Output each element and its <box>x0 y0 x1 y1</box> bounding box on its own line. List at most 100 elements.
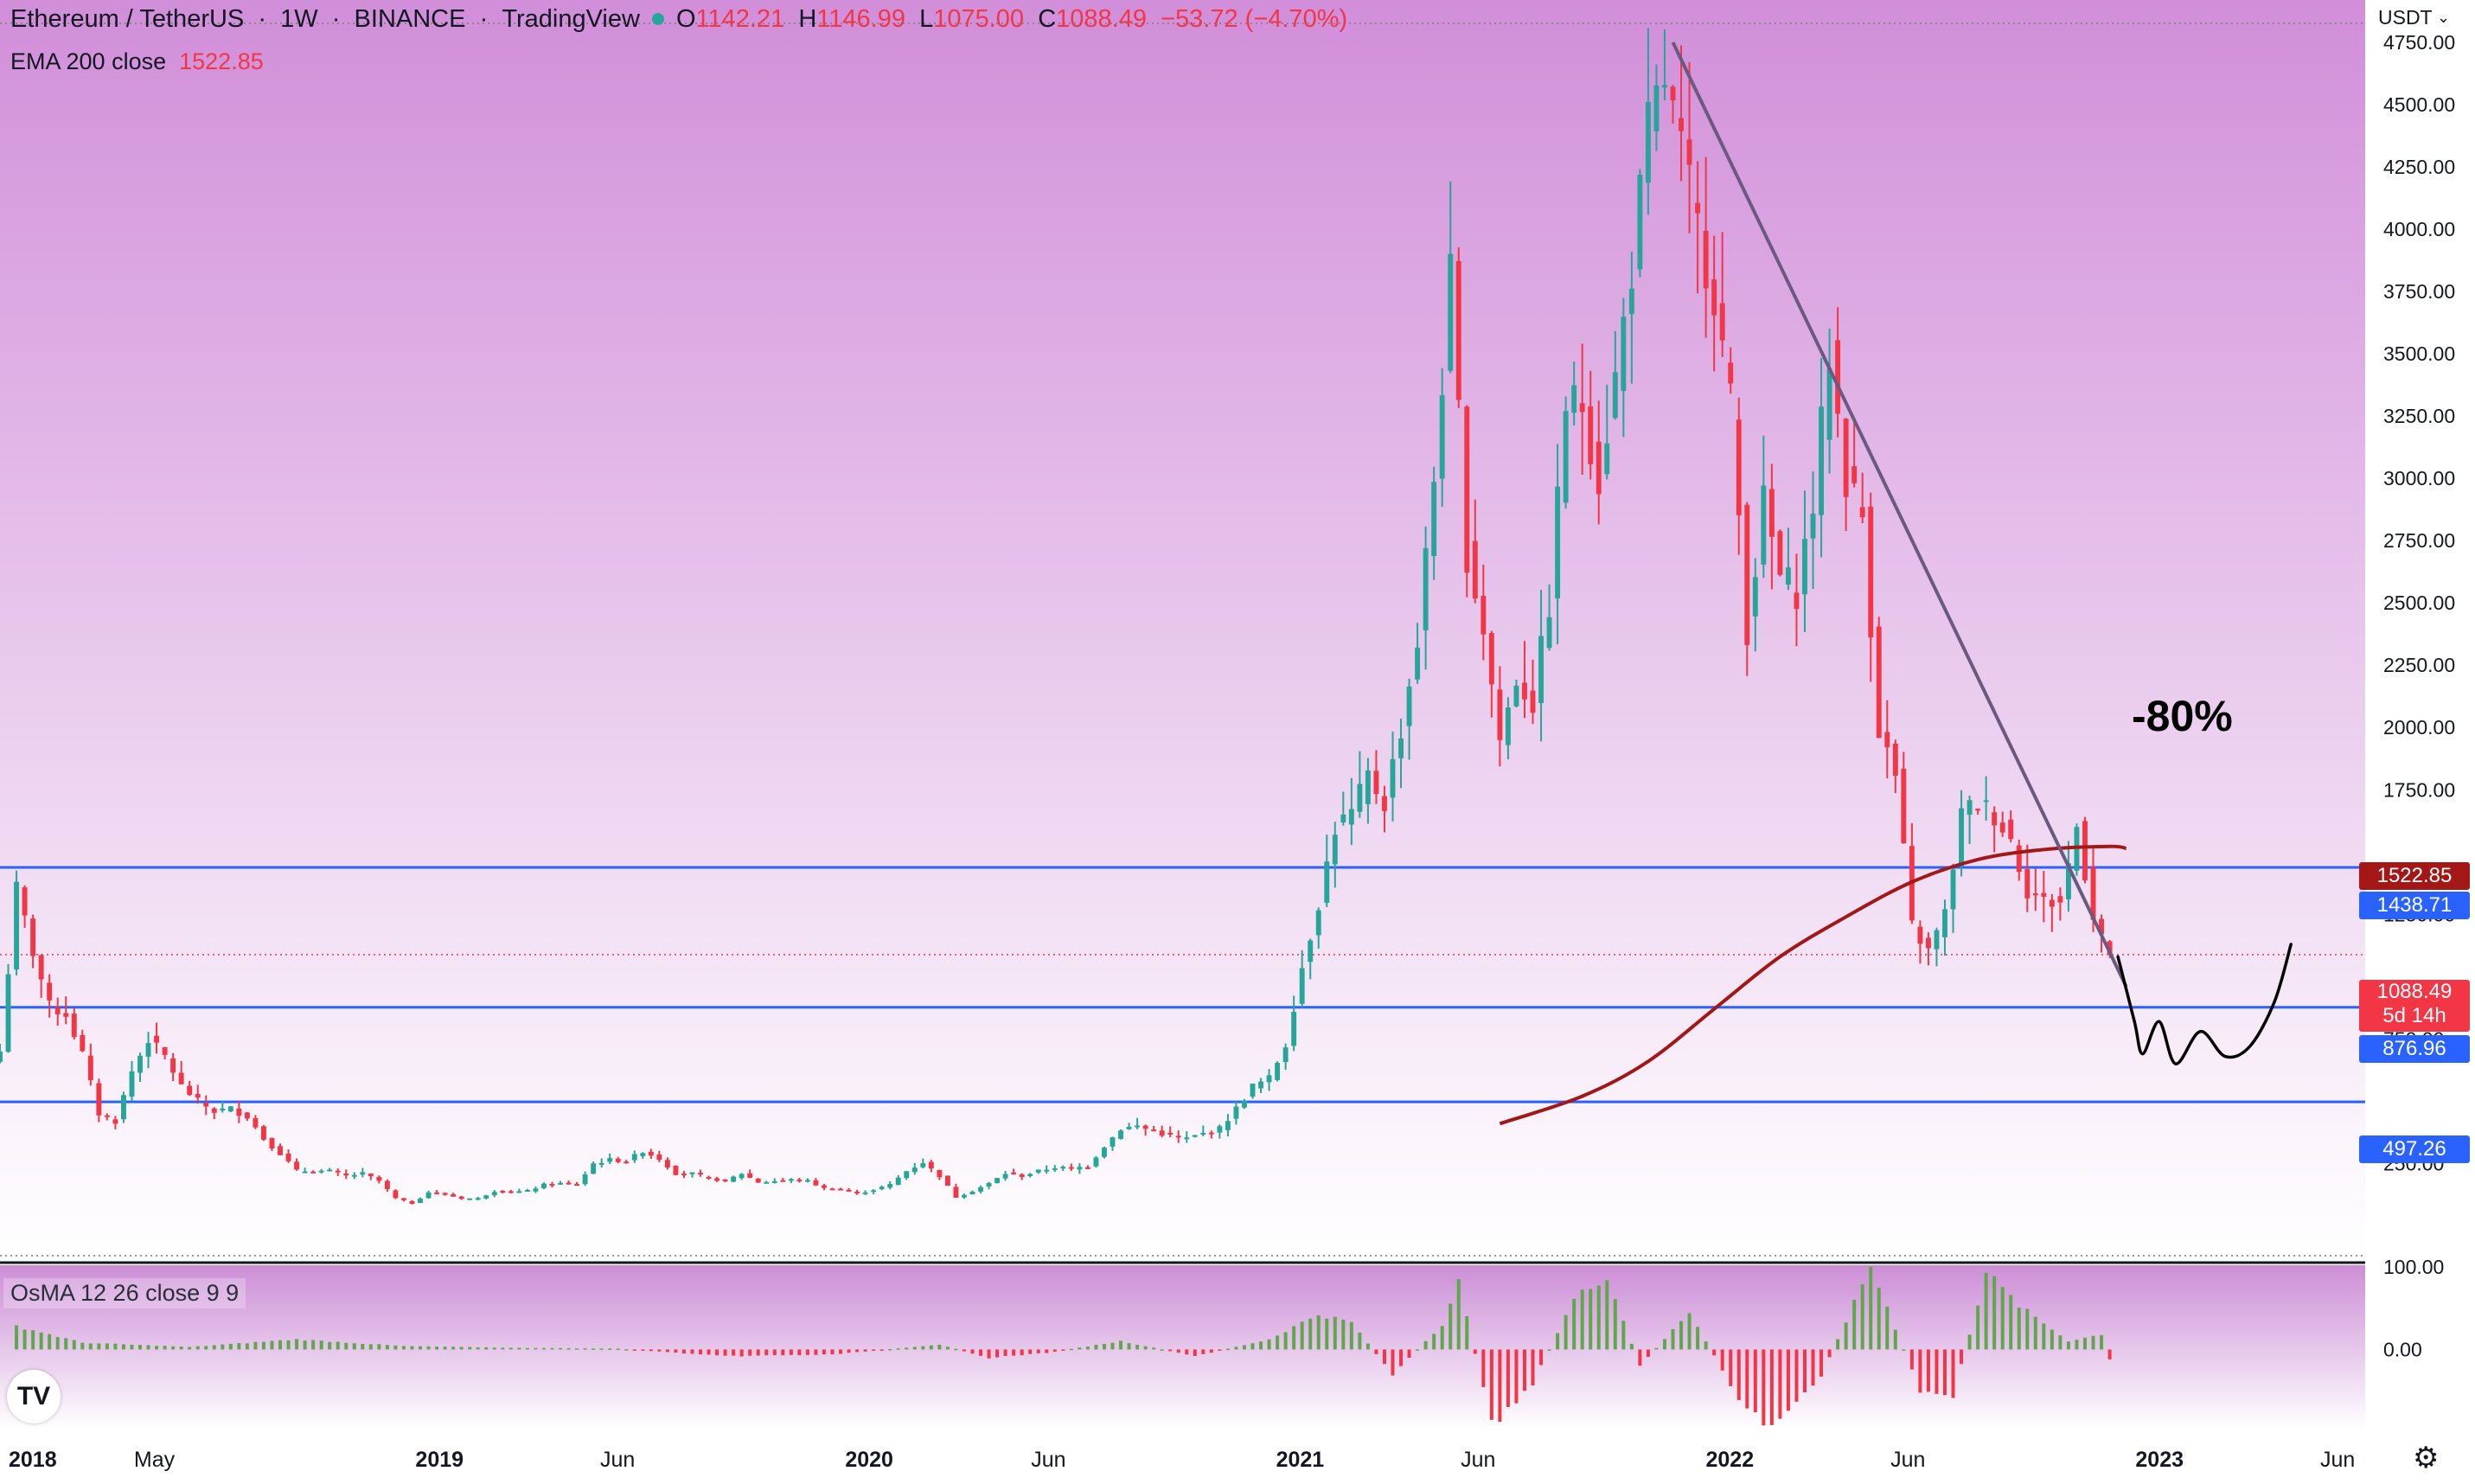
osma-bar <box>1960 1349 1964 1365</box>
trendline[interactable] <box>1671 42 2128 988</box>
osma-bar <box>863 1349 867 1352</box>
candle-body <box>1135 1125 1141 1128</box>
osma-bar <box>1926 1349 1930 1392</box>
candle-body <box>409 1200 415 1205</box>
candle-body <box>1983 800 1989 803</box>
candle-body <box>318 1170 324 1173</box>
osma-bar <box>1440 1326 1444 1350</box>
ema-legend[interactable]: EMA 200 close 1522.85 <box>10 48 264 75</box>
osma-bar <box>1794 1349 1799 1402</box>
currency-label[interactable]: USDT <box>2378 6 2433 29</box>
interval-label[interactable]: 1W <box>280 5 318 33</box>
osma-bar <box>583 1348 587 1350</box>
candle-body <box>1819 406 1824 515</box>
osma-bar <box>1176 1349 1180 1353</box>
candle-body <box>1670 86 1676 101</box>
projection-path[interactable] <box>2116 943 2293 1065</box>
osma-bar <box>1028 1349 1033 1354</box>
candle-body <box>533 1188 539 1192</box>
currency-chevron-icon[interactable]: ⌄ <box>2437 9 2450 27</box>
ema-legend-label[interactable]: EMA 200 close <box>10 48 167 74</box>
candle-body <box>1579 403 1585 413</box>
osma-bar <box>352 1343 356 1350</box>
candle-body <box>731 1176 737 1182</box>
osma-bar <box>1572 1298 1576 1350</box>
candle-body <box>1719 303 1725 341</box>
candle-body <box>1604 443 1610 475</box>
osma-bar <box>541 1347 546 1350</box>
osma-bar <box>665 1349 669 1353</box>
open-value: 1142.21 <box>695 5 785 33</box>
osma-bar <box>1308 1318 1313 1350</box>
osma-bar <box>468 1346 472 1350</box>
candle-body <box>1068 1167 1074 1169</box>
osma-bar <box>1481 1349 1486 1387</box>
candle-body <box>104 1115 110 1117</box>
candle-body <box>582 1174 588 1185</box>
osma-bar <box>1449 1303 1453 1350</box>
osma-bar <box>789 1349 793 1355</box>
candle-body <box>1637 175 1643 270</box>
candle-body <box>138 1055 143 1073</box>
candle-body <box>1077 1167 1083 1170</box>
symbol-name[interactable]: Ethereum / TetherUS <box>10 5 245 33</box>
candle-body <box>1242 1100 1247 1108</box>
candle-body <box>673 1165 679 1175</box>
candle-body <box>1332 835 1338 865</box>
osma-legend[interactable]: OsMA 12 26 close 9 9 <box>3 1278 246 1308</box>
osma-bar <box>921 1346 925 1350</box>
osma-bar <box>1498 1349 1502 1423</box>
annotation-minus-80[interactable]: -80% <box>2132 692 2233 740</box>
osma-bar <box>1638 1349 1642 1366</box>
candle-body <box>211 1108 217 1113</box>
candle-body <box>714 1178 720 1181</box>
time-axis-label: Jun <box>1890 1448 1925 1472</box>
candle-body <box>706 1176 712 1179</box>
osma-bar <box>525 1347 529 1350</box>
osma-bar <box>311 1340 316 1350</box>
osma-bar <box>1662 1339 1666 1350</box>
ema-200-path <box>1499 844 2127 1126</box>
osma-bar <box>401 1346 406 1350</box>
candle-body <box>598 1162 604 1165</box>
candle-body <box>1390 758 1396 798</box>
candle-body <box>854 1191 860 1193</box>
candle-body <box>953 1187 959 1198</box>
candle-body <box>1736 419 1742 515</box>
gear-icon[interactable]: ⚙ <box>2413 1441 2440 1475</box>
osma-bar <box>632 1349 636 1351</box>
osma-bar <box>1234 1346 1238 1350</box>
osma-bar <box>1729 1349 1733 1386</box>
candle-body <box>2099 918 2105 935</box>
candle-body <box>1423 547 1429 630</box>
candle-body <box>22 887 28 916</box>
osma-bar <box>1382 1349 1386 1365</box>
osma-bar <box>245 1343 249 1350</box>
osma-bar <box>1250 1343 1255 1350</box>
candle-body <box>664 1160 670 1167</box>
candle-body <box>1538 636 1544 703</box>
symbol-legend[interactable]: Ethereum / TetherUS · 1W · BINANCE · Tra… <box>10 5 1348 33</box>
osma-bar <box>929 1345 933 1350</box>
osma-bar <box>1736 1349 1741 1400</box>
time-axis-label: May <box>134 1448 176 1472</box>
osma-bar <box>748 1349 752 1356</box>
tradingview-logo-icon[interactable]: TV <box>7 1370 61 1423</box>
osma-bar <box>1267 1339 1271 1350</box>
price-tick-label: 2250.00 <box>2383 654 2455 676</box>
candle-body <box>1950 869 1956 910</box>
horizontal-levels[interactable] <box>0 866 2365 1103</box>
candle-body <box>1084 1167 1090 1169</box>
candle-body <box>648 1151 654 1156</box>
osma-bar <box>435 1346 439 1350</box>
osma-bar <box>1522 1349 1526 1391</box>
osma-bar <box>2107 1349 2112 1359</box>
osma-bar <box>328 1341 332 1350</box>
osma-bar <box>295 1339 299 1350</box>
candle-body <box>1250 1084 1256 1097</box>
ema-200-line[interactable] <box>1499 844 2127 1126</box>
candle-body <box>1110 1137 1116 1147</box>
osma-bar <box>1012 1349 1016 1356</box>
osma-bar <box>204 1346 208 1350</box>
